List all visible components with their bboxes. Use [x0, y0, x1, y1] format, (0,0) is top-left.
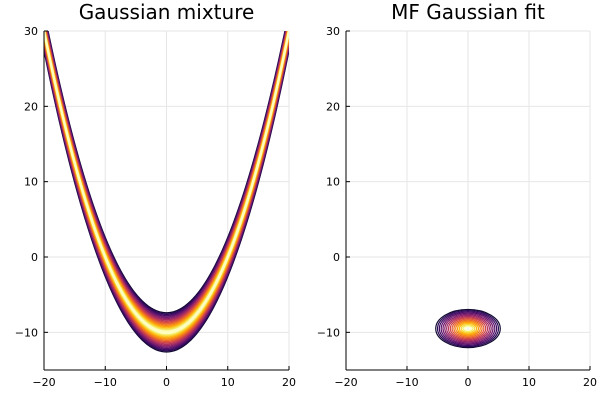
y-tick-label: 10 — [326, 176, 340, 189]
contour-group-0 — [44, 31, 289, 353]
contour-ellipse — [458, 322, 478, 335]
y-tick-label: 10 — [24, 176, 38, 189]
contour-core — [44, 31, 289, 334]
contour-ellipse — [456, 321, 480, 336]
y-tick-label: 0 — [333, 251, 340, 264]
x-tick-label: 0 — [163, 376, 170, 389]
contour-ellipse — [449, 317, 487, 340]
y-tick-label: 20 — [24, 100, 38, 113]
y-tick-label: 30 — [326, 25, 340, 38]
x-tick-label: 10 — [221, 376, 235, 389]
contour-ellipse — [438, 311, 498, 347]
contour-ellipse — [464, 326, 472, 332]
y-tick-label: 0 — [31, 251, 38, 264]
x-tick-label: −10 — [94, 376, 117, 389]
chart-title: MF Gaussian fit — [391, 0, 545, 24]
contour-ellipse — [455, 320, 481, 337]
contour-ellipse — [435, 308, 501, 349]
panel-0: −20 −10 0 10 20 −10 0 10 20 30 Gaussian mixture — [15, 0, 296, 389]
contour-ellipse — [447, 316, 489, 341]
x-tick-label: 0 — [465, 376, 472, 389]
contour-ellipse — [446, 315, 490, 342]
x-tick-label: 20 — [583, 376, 597, 389]
contour-ellipse — [460, 323, 476, 334]
contour-group-1 — [435, 308, 501, 349]
contour-ellipse — [440, 312, 496, 346]
y-tick-label: −10 — [15, 326, 38, 339]
y-tick-label: 20 — [326, 100, 340, 113]
contour-ellipse — [453, 319, 483, 338]
contour-ellipse — [462, 324, 474, 333]
contour-ellipse — [436, 309, 500, 348]
y-tick-label: 30 — [24, 25, 38, 38]
x-tick-label: 10 — [522, 376, 536, 389]
y-tick-label: −10 — [317, 326, 340, 339]
contour-ellipse — [451, 318, 485, 339]
contour-ellipse — [444, 314, 492, 343]
contour-ellipse — [442, 313, 494, 344]
panel-1: −20 −10 0 10 20 −10 0 10 20 30 MF Gaussian fit — [317, 0, 597, 389]
x-tick-label: −20 — [334, 376, 357, 389]
x-tick-label: 20 — [282, 376, 296, 389]
x-tick-label: −10 — [395, 376, 418, 389]
chart-title: Gaussian mixture — [79, 0, 255, 24]
x-tick-label: −20 — [32, 376, 55, 389]
